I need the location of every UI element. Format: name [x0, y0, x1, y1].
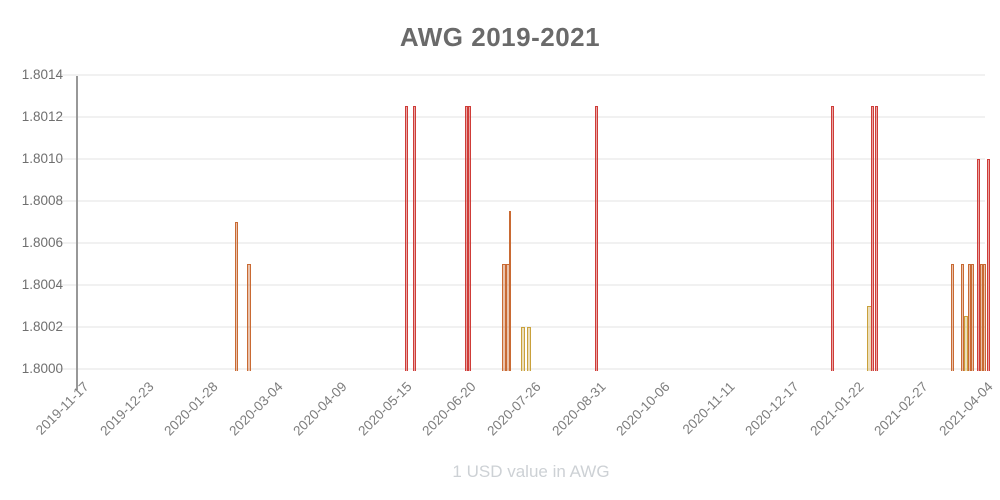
bar — [465, 106, 468, 371]
y-axis-label: 1.8000 — [21, 360, 63, 376]
bar — [971, 263, 974, 371]
chart-title: AWG 2019-2021 — [399, 22, 601, 52]
x-axis-label: 2020-03-04 — [225, 379, 286, 439]
y-axis-label: 1.8012 — [21, 108, 63, 124]
x-axis-label: 2020-07-26 — [484, 379, 544, 439]
y-axis-label: 1.8006 — [21, 234, 63, 250]
x-axis-label: 2021-04-04 — [936, 379, 996, 439]
x-axis-label: 2020-05-15 — [355, 379, 415, 439]
y-axis-label: 1.8008 — [21, 192, 63, 208]
bar — [247, 263, 251, 371]
bar — [987, 158, 990, 371]
bar — [968, 263, 971, 371]
x-axis-label: 2020-10-06 — [613, 379, 673, 439]
bar — [526, 326, 531, 371]
gridline — [56, 241, 985, 244]
chart-footer: 1 USD value in AWG — [452, 462, 610, 481]
bar — [520, 326, 525, 371]
x-axis-label: 2021-02-27 — [871, 379, 932, 439]
y-axis-line — [76, 76, 78, 390]
y-axis-label: 1.8004 — [21, 276, 63, 292]
y-axis-label: 1.8002 — [21, 318, 63, 334]
x-axis-label: 2019-11-17 — [32, 379, 92, 438]
x-axis-label: 2019-12-23 — [96, 379, 157, 439]
x-axis-label: 2020-04-09 — [290, 379, 350, 439]
y-axis-label: 1.8014 — [21, 67, 63, 82]
bar — [982, 263, 986, 371]
bar — [405, 106, 408, 371]
bar — [961, 263, 964, 371]
gridline — [56, 74, 985, 76]
bar — [595, 106, 598, 371]
x-axis-label: 2020-06-20 — [419, 379, 480, 439]
gridline — [56, 199, 985, 202]
bar — [979, 263, 983, 371]
bar — [950, 263, 954, 371]
bar — [964, 316, 968, 371]
x-axis-label: 2021-01-22 — [807, 379, 867, 439]
bar — [413, 106, 416, 371]
x-axis-label: 2020-01-28 — [161, 379, 221, 439]
y-axis-label: 1.8010 — [21, 150, 63, 166]
x-axis-label: 2020-12-17 — [742, 379, 802, 439]
bar — [874, 106, 878, 371]
bar — [235, 221, 238, 371]
bar — [976, 158, 980, 371]
x-axis-label: 2020-08-31 — [548, 379, 609, 439]
x-axis-label: 2020-11-11 — [679, 379, 738, 438]
bar — [871, 106, 874, 371]
gridline — [56, 283, 985, 286]
gridline — [56, 115, 985, 118]
bar — [508, 211, 511, 371]
bar — [830, 106, 834, 371]
gridline — [56, 157, 985, 160]
bar — [468, 106, 471, 371]
